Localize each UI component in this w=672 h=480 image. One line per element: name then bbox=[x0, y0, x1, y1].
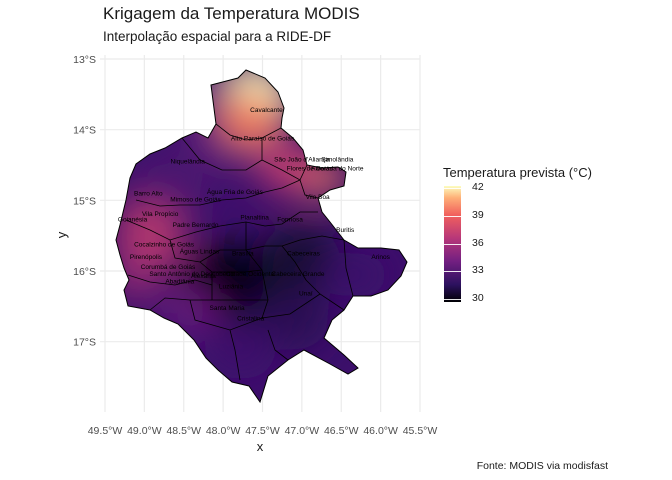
legend-break-label: 39 bbox=[472, 208, 484, 221]
plot-subtitle: Interpolação espacial para a RIDE-DF bbox=[103, 29, 332, 44]
legend-break-label: 36 bbox=[472, 236, 484, 249]
legend-break-tick bbox=[444, 299, 461, 301]
legend-break-tick bbox=[444, 187, 461, 189]
municipality-label: Unaí bbox=[299, 291, 313, 298]
legend-break-tick bbox=[444, 271, 461, 273]
plot-title: Krigagem da Temperatura MODIS bbox=[103, 4, 360, 23]
x-tick-label: 48.0°W bbox=[206, 425, 241, 437]
municipality-label: Pirenópolis bbox=[130, 254, 163, 261]
legend-break-label: 33 bbox=[472, 264, 484, 277]
legend-title: Temperatura prevista (°C) bbox=[443, 165, 592, 180]
municipality-label: São João d'Aliança bbox=[274, 156, 330, 163]
x-axis-ticks: 49.5°W 49.0°W 48.5°W 48.0°W 47.5°W 47.0°W 46.5… bbox=[88, 425, 438, 437]
municipality-label: Cabeceira Grande bbox=[271, 271, 324, 278]
municipality-label: Abadiânia bbox=[165, 279, 194, 286]
y-tick-label: 15°S bbox=[73, 195, 96, 207]
municipality-label: Formosa bbox=[277, 217, 303, 224]
municipality-label: Cidade Ocidental bbox=[226, 271, 276, 278]
x-tick-label: 49.5°W bbox=[88, 425, 123, 437]
municipality-label: Arinos bbox=[371, 254, 390, 261]
municipality-label: Santo Antônio do Descoberto bbox=[149, 271, 234, 278]
y-axis-title: y bbox=[54, 231, 69, 238]
municipality-labels: Cavalcante Alto Paraíso de Goiás Niquelând… bbox=[118, 107, 391, 322]
y-tick-label: 16°S bbox=[73, 266, 96, 278]
municipality-label: Simolândia bbox=[321, 156, 354, 163]
municipality-label: Santa Maria bbox=[210, 305, 245, 312]
legend-break-tick bbox=[444, 243, 461, 245]
x-tick-label: 46.5°W bbox=[324, 425, 359, 437]
municipality-label: Alto Paraíso de Goiás bbox=[231, 135, 295, 142]
municipality-label: Vila Boa bbox=[306, 194, 330, 201]
municipality-label: Goianésia bbox=[118, 217, 148, 224]
x-tick-label: 47.0°W bbox=[285, 425, 320, 437]
municipality-label: Cocalzinho de Goiás bbox=[134, 241, 195, 248]
y-tick-label: 17°S bbox=[73, 337, 96, 349]
y-axis-ticks: 13°S 14°S 15°S 16°S 17°S bbox=[73, 54, 96, 349]
x-tick-label: 49.0°W bbox=[127, 425, 162, 437]
municipality-label: Luziânia bbox=[219, 284, 244, 291]
legend-break-tick bbox=[444, 215, 461, 217]
municipality-label: Água Fria de Goiás bbox=[207, 187, 264, 196]
x-tick-label: 48.5°W bbox=[166, 425, 201, 437]
municipality-label: Alexânia bbox=[191, 273, 216, 280]
municipality-label: Brasília bbox=[232, 250, 254, 257]
legend-break-label: 30 bbox=[472, 292, 484, 305]
municipality-label: Mimoso de Goiás bbox=[170, 197, 221, 204]
municipality-label: Planaltina bbox=[240, 214, 269, 221]
municipality-label: Padre Bernardo bbox=[173, 222, 219, 229]
x-tick-label: 47.5°W bbox=[245, 425, 280, 437]
x-tick-label: 46.0°W bbox=[363, 425, 398, 437]
x-tick-label: 45.5°W bbox=[403, 425, 438, 437]
municipality-label: Flores de Goiás bbox=[287, 166, 334, 173]
municipality-label: Vila Propício bbox=[142, 211, 179, 218]
municipality-label: Cabeceiras bbox=[287, 250, 321, 257]
municipality-label: Corumbá de Goiás bbox=[141, 264, 196, 271]
municipality-borders bbox=[115, 69, 408, 403]
municipality-label: Buritis bbox=[336, 227, 355, 234]
plot-caption: Fonte: MODIS via modisfast bbox=[476, 460, 608, 472]
y-tick-label: 13°S bbox=[73, 54, 96, 66]
x-axis-title: x bbox=[257, 439, 264, 454]
municipality-label: Alvorada do Norte bbox=[311, 166, 364, 173]
legend-break-label: 42 bbox=[472, 180, 484, 193]
y-tick-label: 14°S bbox=[73, 125, 96, 137]
municipality-label: Águas Lindas bbox=[180, 246, 220, 255]
municipality-label: Barro Alto bbox=[134, 190, 163, 197]
municipality-label: Niquelândia bbox=[171, 159, 206, 166]
municipality-label: Cavalcante bbox=[250, 107, 283, 114]
municipality-label: Cristalina bbox=[237, 315, 264, 322]
